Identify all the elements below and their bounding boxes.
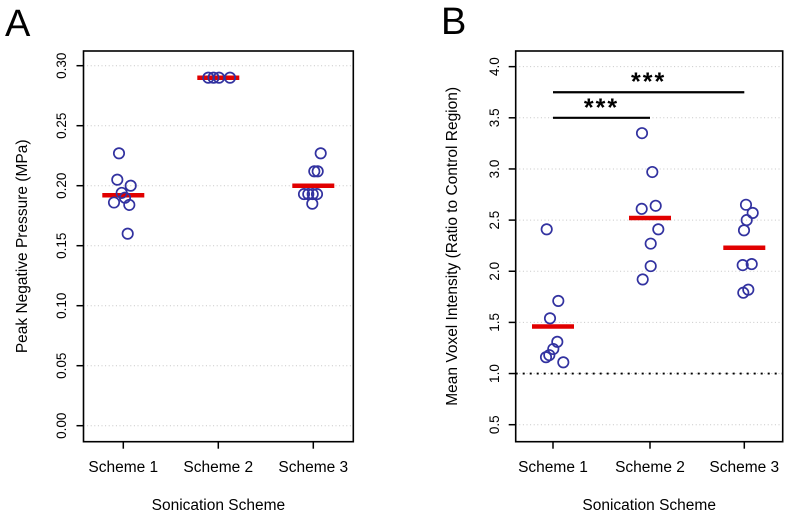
data-point	[306, 197, 319, 210]
data-point	[635, 202, 648, 215]
data-point	[223, 71, 237, 84]
y-tick-label: 0.25	[54, 113, 69, 139]
y-tick-label: 2.5	[487, 211, 502, 230]
data-point	[310, 188, 324, 201]
panel-b-letter: B	[441, 1, 467, 43]
data-point	[539, 351, 553, 364]
data-point	[314, 147, 327, 160]
data-point	[746, 206, 759, 219]
data-point	[644, 260, 657, 273]
significance-stars: ***	[631, 68, 666, 96]
data-point	[646, 165, 659, 179]
plot-box	[82, 50, 355, 443]
x-tick-label: Scheme 3	[709, 459, 779, 476]
data-point	[112, 147, 126, 160]
y-tick-label: 4.0	[487, 57, 502, 76]
panel-a-plot: 0.00 0.05 0.10 0.15 0.20 0.25 0.30 Scheme 1 Sche…	[14, 50, 355, 514]
data-point	[552, 294, 565, 307]
y-tick-label: 0.20	[54, 173, 69, 199]
data-point	[543, 312, 557, 325]
y-axis-title: Mean Voxel Intensity (Ratio to Control R…	[444, 87, 461, 406]
y-tick-label: 3.5	[487, 108, 502, 127]
data-point	[297, 188, 311, 201]
data-point	[635, 127, 649, 140]
data-point	[547, 342, 560, 356]
y-tick-label: 1.0	[487, 364, 502, 383]
data-point	[737, 224, 751, 237]
y-tick-label: 0.30	[54, 53, 69, 79]
y-tick-label: 2.0	[487, 262, 502, 281]
x-tick-label: Scheme 2	[183, 459, 253, 476]
y-tick-label: 0.5	[487, 415, 502, 434]
significance-stars: ***	[584, 94, 619, 122]
data-point	[652, 223, 665, 236]
x-tick-label: Scheme 3	[278, 459, 348, 476]
panel-b-plot: 0.5 1.0 1.5 2.0 2.5 3.0 3.5 4.0 Scheme 1 Scheme 2…	[444, 50, 784, 514]
data-point	[207, 71, 220, 84]
y-tick-label: 0.15	[54, 233, 69, 259]
data-point	[636, 273, 649, 286]
plot-box	[514, 50, 784, 443]
data-point	[739, 198, 753, 211]
x-tick-label: Scheme 1	[518, 459, 588, 476]
data-point	[308, 165, 321, 178]
data-point	[745, 258, 758, 271]
data-point	[736, 259, 749, 272]
data-point	[311, 165, 324, 178]
x-axis-title: Sonication Scheme	[582, 497, 716, 514]
data-point	[107, 196, 121, 209]
data-point	[123, 198, 136, 211]
y-axis-title: Peak Negative Pressure (MPa)	[14, 140, 31, 354]
x-tick-label: Scheme 1	[88, 459, 158, 476]
y-tick-label: 1.5	[487, 313, 502, 332]
data-point	[557, 356, 570, 369]
data-point	[124, 179, 137, 192]
panel-a-letter: A	[5, 3, 31, 45]
x-tick-label: Scheme 2	[615, 459, 685, 476]
x-axis-title: Sonication Scheme	[152, 497, 286, 514]
data-point	[737, 286, 750, 299]
data-point	[111, 173, 124, 186]
y-tick-label: 0.05	[54, 353, 69, 379]
data-point	[121, 227, 134, 240]
y-tick-label: 0.10	[54, 293, 69, 319]
y-tick-label: 0.00	[54, 413, 69, 439]
y-tick-label: 3.0	[487, 160, 502, 179]
data-point	[644, 237, 657, 250]
data-point	[649, 199, 662, 212]
data-point	[540, 223, 553, 236]
